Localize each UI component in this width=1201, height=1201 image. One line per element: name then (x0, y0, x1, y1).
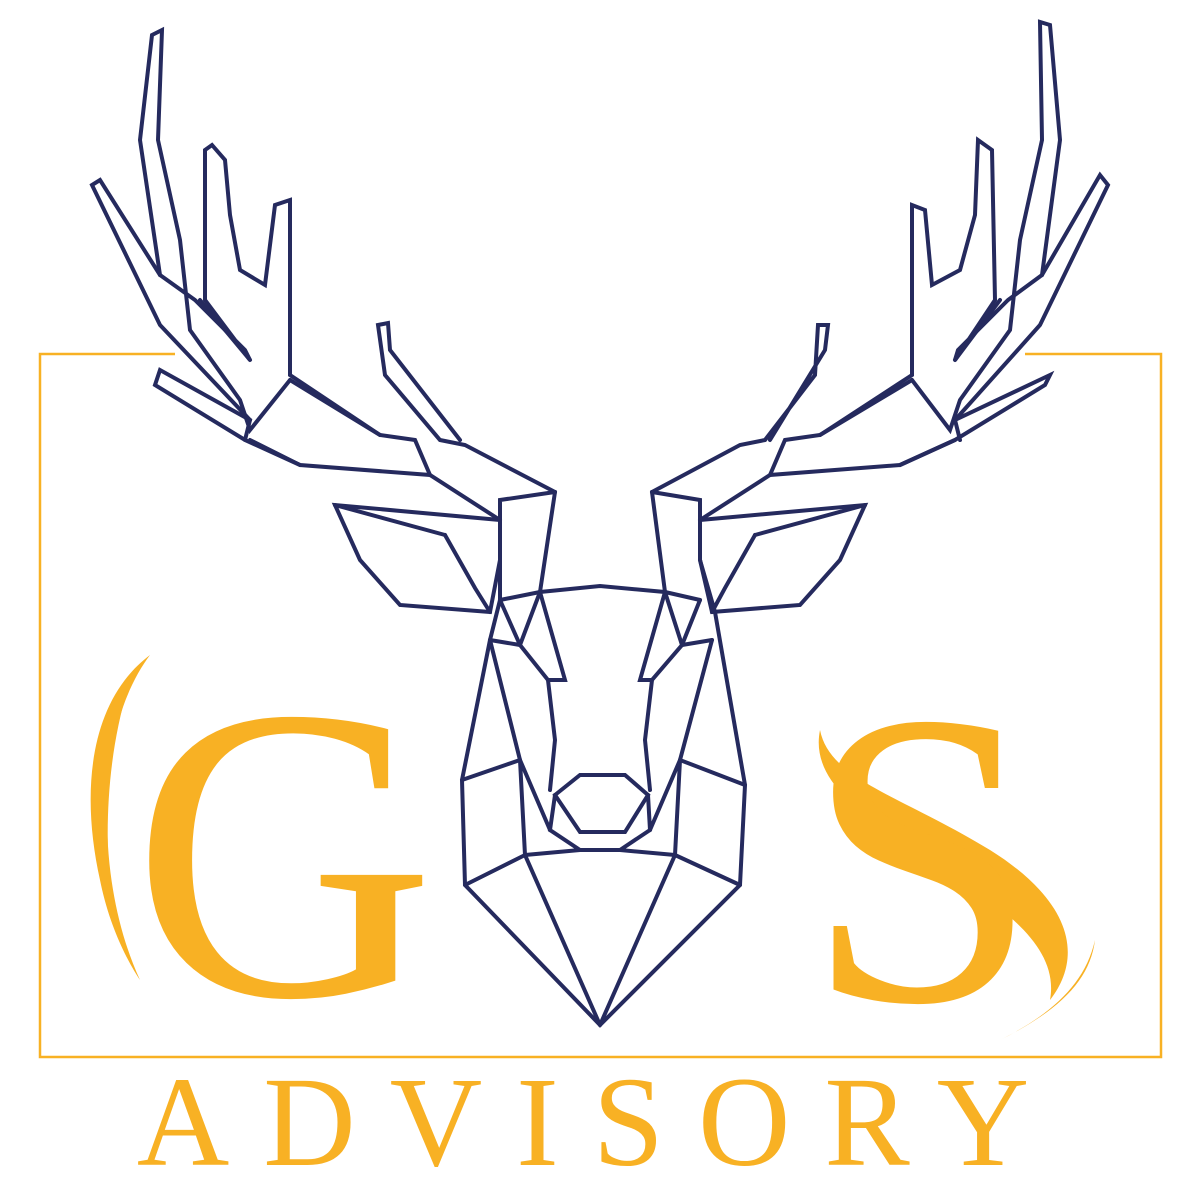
left-swoosh-icon (90, 655, 150, 980)
letter-s: S (805, 626, 1039, 1091)
right-swoosh-icon (818, 730, 1095, 1040)
deer-head-icon (89, 19, 1111, 1028)
letter-g: G (132, 621, 435, 1086)
frame-knockout (175, 340, 1025, 370)
tagline-advisory: ADVISORY (137, 1051, 1063, 1193)
